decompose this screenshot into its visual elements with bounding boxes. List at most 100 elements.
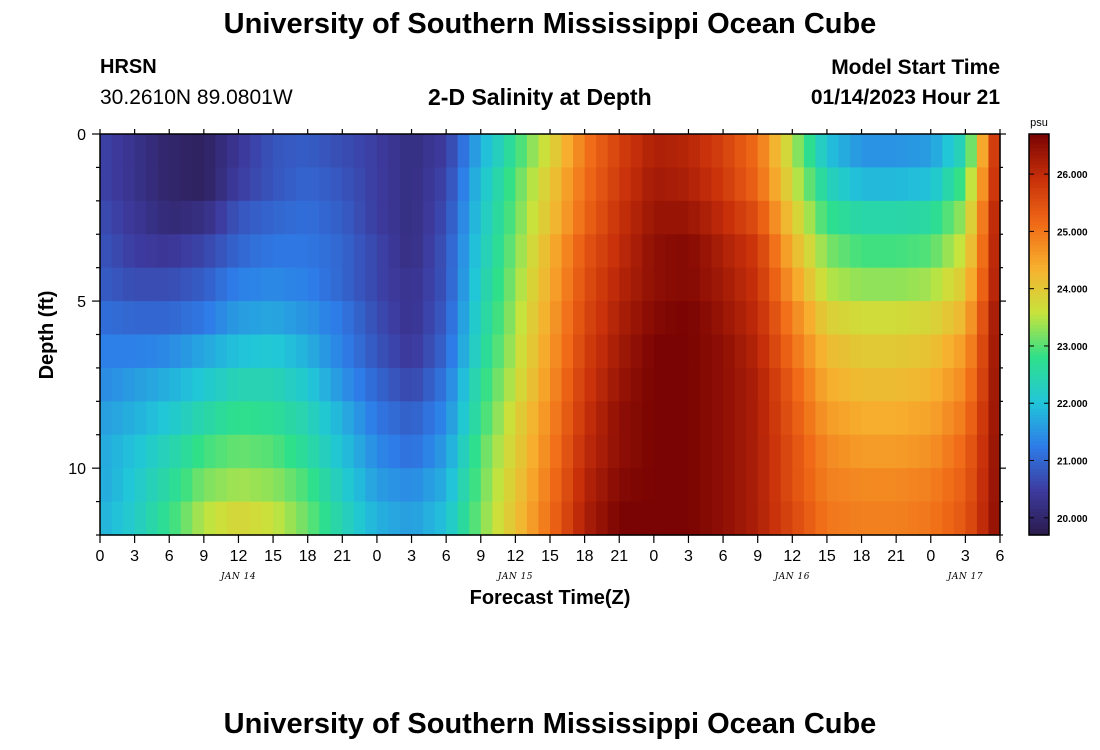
heatmap-cell [215, 501, 228, 536]
heatmap-cell [319, 134, 332, 169]
heatmap-cell [469, 234, 482, 269]
heatmap-cell [238, 134, 251, 169]
heatmap-cell [942, 134, 955, 169]
heatmap-cell [169, 367, 182, 402]
heatmap-cell [653, 468, 666, 503]
heatmap-cell [457, 401, 470, 436]
heatmap-cell [434, 367, 447, 402]
heatmap-cell [503, 468, 516, 503]
heatmap-cell [723, 468, 736, 503]
heatmap-cell [861, 267, 874, 302]
heatmap-cell [988, 468, 1001, 503]
colorbar-segment [1029, 260, 1049, 265]
heatmap-cell [342, 301, 355, 336]
heatmap-cell [111, 501, 124, 536]
heatmap-cell [250, 200, 263, 235]
heatmap-cell [388, 401, 401, 436]
heatmap-cell [653, 234, 666, 269]
heatmap-cell [319, 200, 332, 235]
heatmap-cell [746, 167, 759, 202]
colorbar-segment [1029, 531, 1049, 536]
heatmap-cell [826, 200, 840, 235]
colorbar-segment [1029, 521, 1049, 526]
heatmap-cell [884, 501, 897, 536]
heatmap-cell [965, 200, 978, 235]
main-title: University of Southern Mississippi Ocean… [223, 8, 877, 40]
colorbar-segment [1029, 154, 1049, 158]
colorbar-segment [1029, 464, 1049, 469]
heatmap-cell [757, 401, 770, 436]
colorbar-segment [1029, 428, 1049, 433]
heatmap-cell [203, 501, 216, 536]
heatmap-cell [665, 468, 678, 503]
heatmap-cell [988, 501, 1001, 536]
colorbar-segment [1029, 137, 1049, 142]
heatmap-cell [296, 167, 309, 202]
heatmap-cell [861, 134, 874, 169]
heatmap-cell [826, 134, 840, 169]
heatmap-cell [400, 367, 413, 402]
heatmap-cell [769, 434, 782, 469]
heatmap-cell [619, 267, 632, 302]
heatmap-cell [884, 200, 897, 235]
colorbar-tick-label: 23.000 [1057, 342, 1088, 353]
heatmap-cell [180, 501, 193, 536]
heatmap-cell [319, 434, 332, 469]
heatmap-cell [665, 501, 678, 536]
heatmap-cell [423, 234, 436, 269]
heatmap-cell [411, 167, 424, 202]
heatmap-cell [665, 434, 678, 469]
heatmap-cell [261, 234, 274, 269]
heatmap-cell [896, 134, 909, 169]
heatmap-cell [584, 501, 597, 536]
heatmap-cell [953, 367, 966, 402]
heatmap-cell [746, 301, 759, 336]
heatmap-cell [192, 301, 205, 336]
heatmap-cell [965, 468, 978, 503]
colorbar-segment [1029, 301, 1049, 306]
colorbar-segment [1029, 471, 1049, 476]
x-tick-label: 18 [299, 548, 317, 565]
heatmap-cell [688, 267, 701, 302]
heatmap-cell [803, 234, 816, 269]
heatmap-cell [676, 367, 690, 402]
heatmap-cell [803, 301, 816, 336]
heatmap-cell [757, 167, 770, 202]
colorbar-segment [1029, 488, 1049, 493]
x-tick-label: 9 [199, 548, 208, 565]
heatmap-cell [457, 301, 470, 336]
heatmap-cell [203, 167, 216, 202]
heatmap-cell [157, 301, 170, 336]
heatmap-cell [930, 267, 943, 302]
heatmap-cell [734, 468, 747, 503]
colorbar-segment [1029, 354, 1049, 359]
heatmap-cell [526, 200, 540, 235]
colorbar-segment [1029, 484, 1049, 489]
heatmap-cell [111, 200, 124, 235]
heatmap-cell [642, 501, 655, 536]
colorbar-segment [1029, 384, 1049, 389]
heatmap-cell [642, 134, 655, 169]
heatmap-cell [884, 401, 897, 436]
colorbar-segment [1029, 284, 1049, 289]
heatmap-cell [826, 367, 840, 402]
heatmap-cell [180, 367, 193, 402]
heatmap-cell [907, 434, 920, 469]
heatmap-cell [584, 301, 597, 336]
heatmap-cell [930, 334, 943, 369]
heatmap-cell [273, 200, 286, 235]
heatmap-cell [861, 334, 874, 369]
heatmap-cell [238, 167, 251, 202]
colorbar-segment [1029, 474, 1049, 479]
heatmap-cell [780, 134, 793, 169]
heatmap-cell [780, 401, 793, 436]
heatmap-cell [907, 468, 920, 503]
heatmap-cell [203, 234, 216, 269]
heatmap-cell [526, 401, 540, 436]
heatmap-cell [688, 401, 701, 436]
heatmap-cell [284, 167, 297, 202]
heatmap-cell [365, 134, 378, 169]
heatmap-cell [596, 134, 609, 169]
heatmap-cell [261, 200, 274, 235]
heatmap-cell [342, 434, 355, 469]
